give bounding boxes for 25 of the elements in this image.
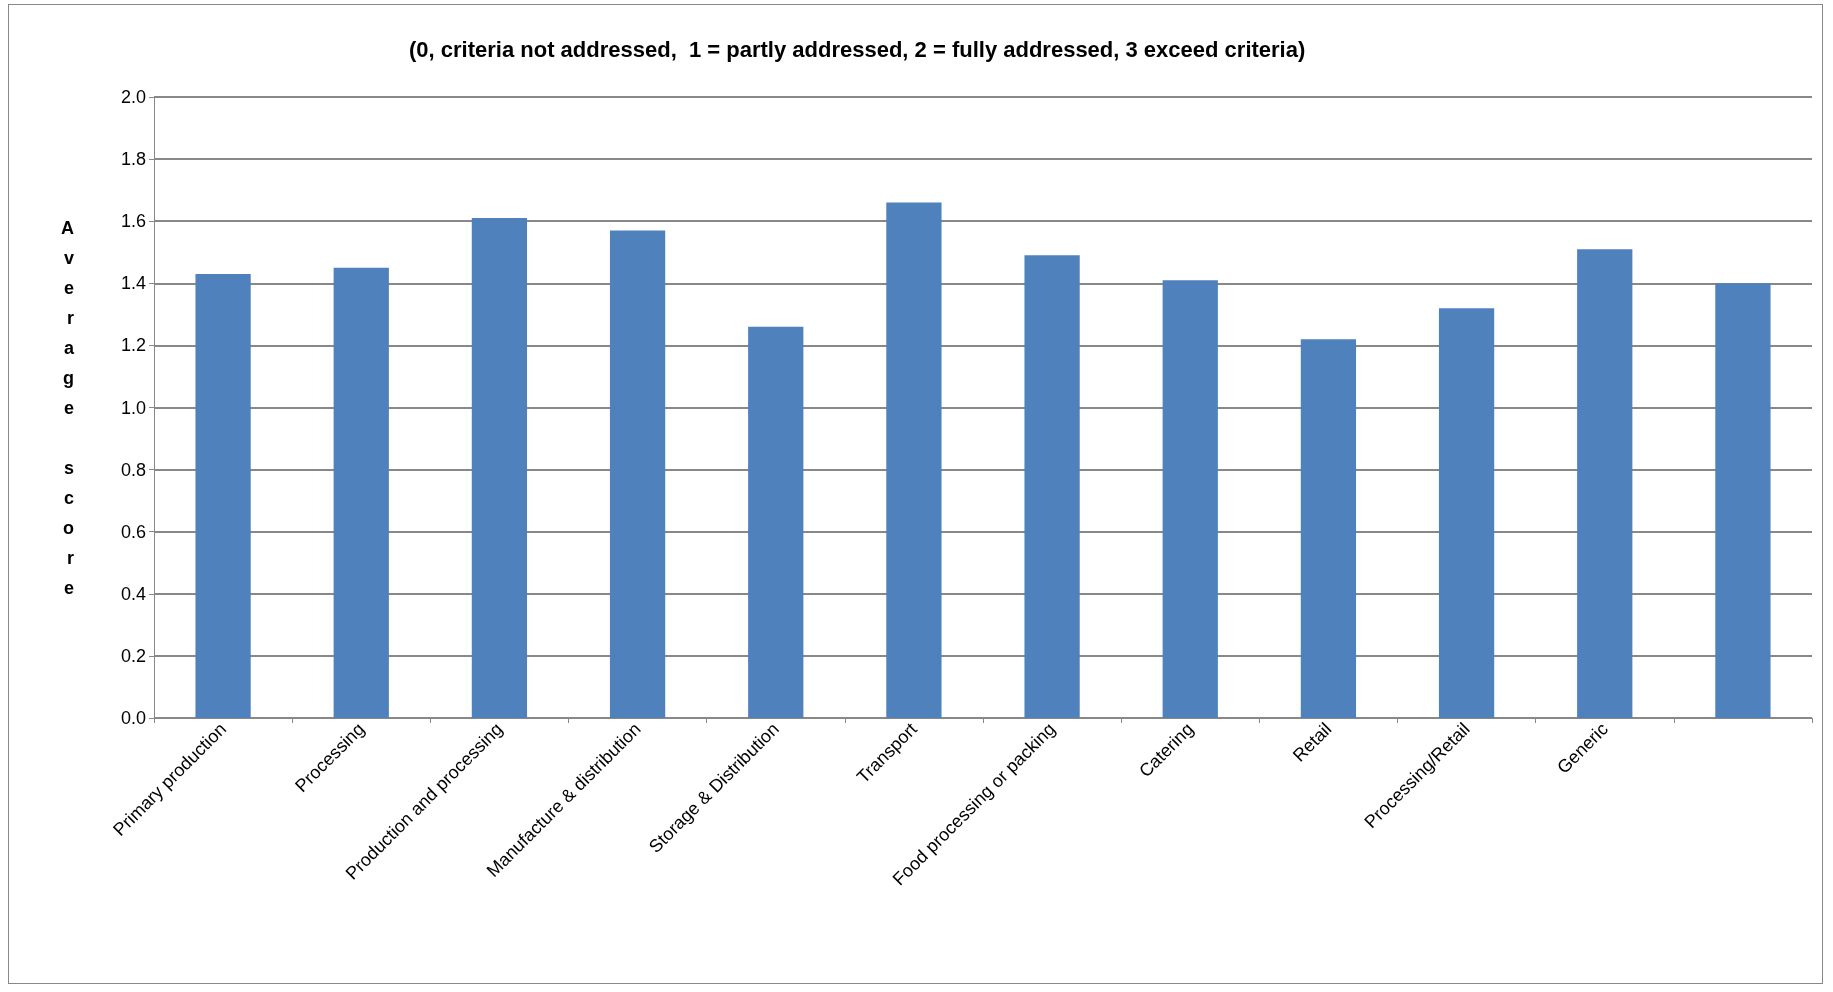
y-tick-label: 1.0	[120, 397, 146, 418]
text: Average score	[61, 217, 74, 598]
chart-title: (0, criteria not addressed, 1 = partly addressed, 2 = fully addressed, 3 exceed criteria)	[409, 36, 1306, 62]
bar	[1162, 280, 1218, 718]
bar	[1577, 249, 1633, 718]
y-tick-label: 0.6	[120, 521, 146, 542]
y-tick-label: 0.2	[120, 645, 146, 666]
y-tick-label: 2.0	[120, 87, 146, 107]
bar	[195, 273, 251, 718]
y-tick-label: 0.4	[120, 583, 146, 604]
bar	[1438, 308, 1495, 718]
y-tick-label: 0.0	[120, 708, 146, 728]
bar	[886, 202, 942, 718]
bar	[1300, 339, 1357, 718]
bar	[333, 267, 389, 718]
y-tick-label: 1.2	[120, 335, 146, 356]
y-tick-label: 1.6	[120, 211, 146, 232]
bar	[748, 326, 804, 718]
bar	[1024, 255, 1080, 718]
bar	[609, 230, 666, 718]
bar	[471, 218, 528, 718]
bar	[1715, 283, 1771, 718]
y-tick-label: 0.8	[120, 459, 146, 480]
y-tick-label: 1.8	[120, 149, 146, 170]
y-tick-label: 1.4	[120, 273, 146, 294]
